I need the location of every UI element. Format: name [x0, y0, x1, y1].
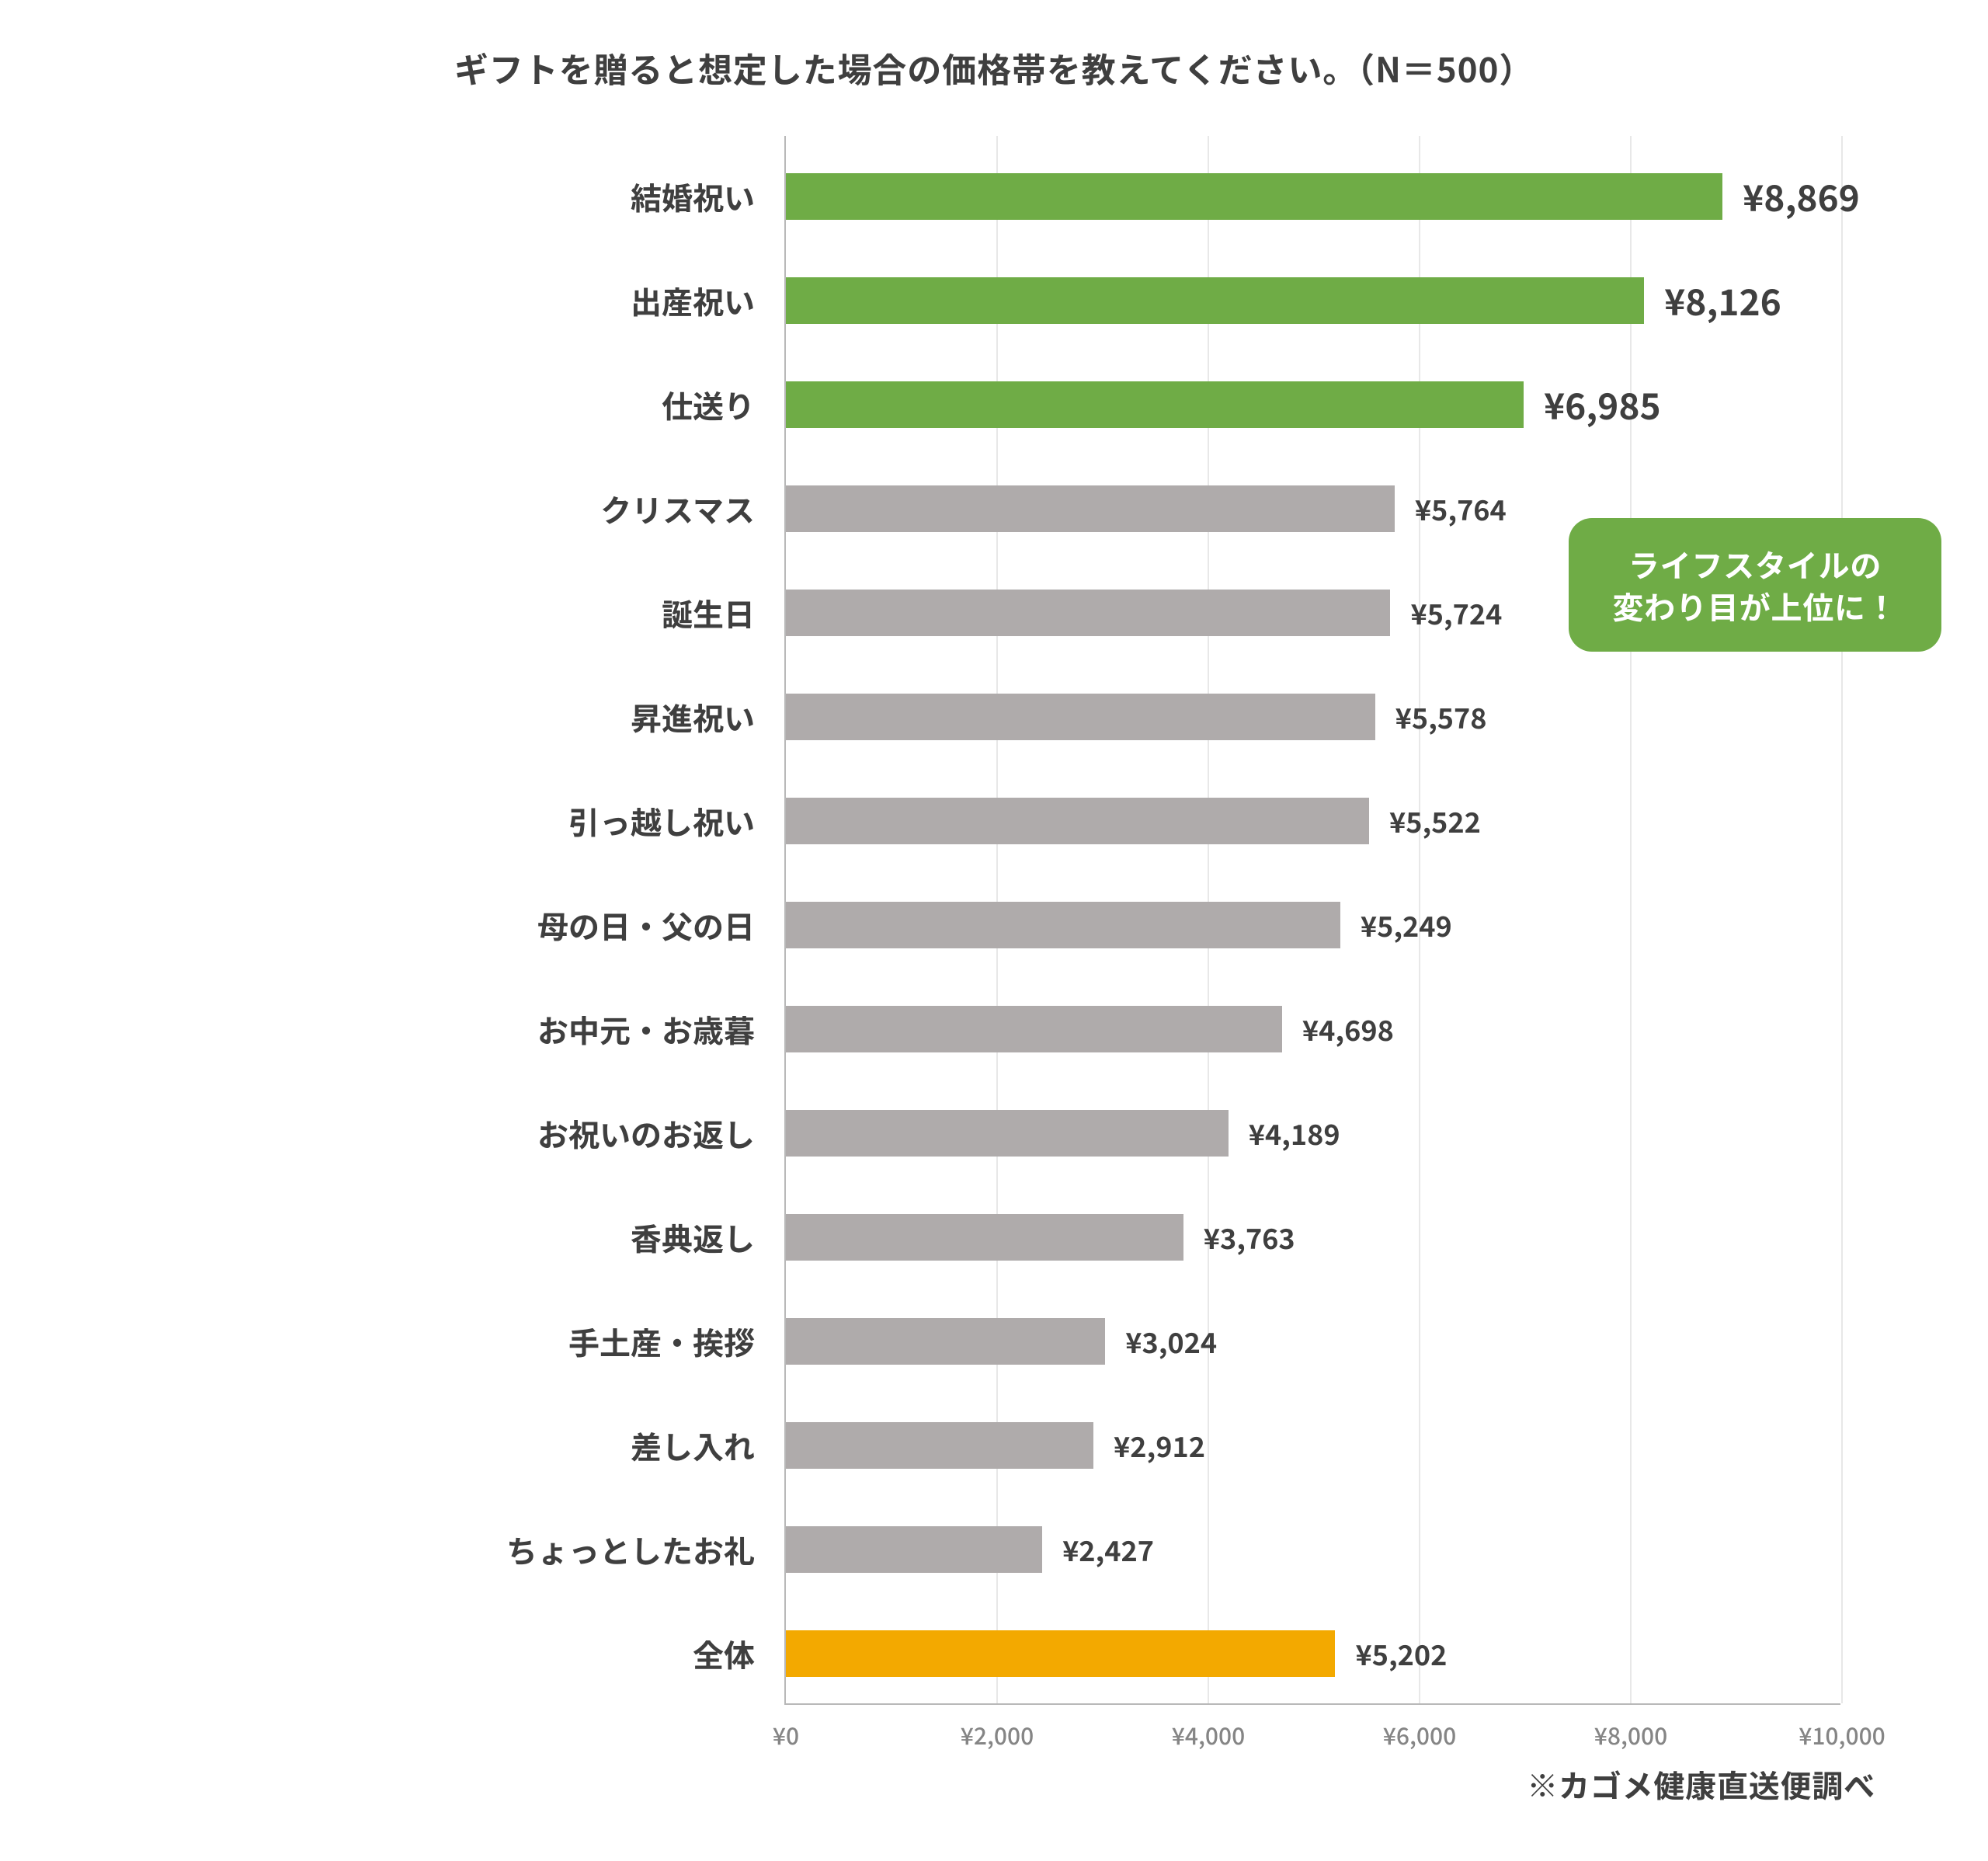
- x-axis-tick: ¥2,000: [961, 1703, 1034, 1751]
- bar-row: 出産祝い¥8,126: [786, 249, 1840, 353]
- category-label: 母の日・父の日: [537, 903, 786, 948]
- value-label: ¥4,698: [1302, 1009, 1394, 1049]
- value-label: ¥5,202: [1355, 1633, 1447, 1674]
- bar-row: 母の日・父の日¥5,249: [786, 873, 1840, 977]
- value-label: ¥5,724: [1410, 593, 1502, 633]
- value-label: ¥5,249: [1361, 905, 1452, 945]
- bar-row: 引っ越し祝い¥5,522: [786, 769, 1840, 873]
- value-label: ¥6,985: [1544, 379, 1661, 430]
- bar: [786, 173, 1722, 220]
- bar-row: お中元・お歳暮¥4,698: [786, 977, 1840, 1081]
- value-label: ¥5,522: [1389, 801, 1481, 841]
- bar-row: 手土産・挨拶¥3,024: [786, 1289, 1840, 1393]
- category-label: 全体: [693, 1631, 786, 1676]
- x-axis-tick: ¥10,000: [1799, 1703, 1885, 1751]
- x-axis-tick: ¥4,000: [1172, 1703, 1245, 1751]
- bar-row: 全体¥5,202: [786, 1602, 1840, 1706]
- bar: [786, 1214, 1183, 1261]
- bar: [786, 1318, 1105, 1365]
- chart-canvas: ギフトを贈ると想定した場合の価格帯を教えてください。（N＝500） ¥0¥2,0…: [0, 0, 1988, 1861]
- bar-row: お祝いのお返し¥4,189: [786, 1081, 1840, 1185]
- bar: [786, 798, 1369, 844]
- value-label: ¥5,578: [1395, 697, 1487, 737]
- category-label: 昇進祝い: [631, 694, 786, 739]
- bar: [786, 1630, 1335, 1677]
- category-label: ちょっとしたお礼: [506, 1527, 786, 1572]
- bar: [786, 1422, 1093, 1469]
- category-label: 手土産・挨拶: [568, 1319, 786, 1364]
- source-note: ※カゴメ健康直送便調べ: [1527, 1762, 1875, 1807]
- bar-row: 仕送り¥6,985: [786, 353, 1840, 457]
- value-label: ¥3,763: [1204, 1217, 1295, 1257]
- bar: [786, 1006, 1282, 1052]
- bar: [786, 381, 1524, 428]
- category-label: 香典返し: [631, 1215, 786, 1260]
- gridline: [1841, 136, 1843, 1703]
- category-label: 差し入れ: [631, 1423, 786, 1468]
- bar-row: ちょっとしたお礼¥2,427: [786, 1497, 1840, 1602]
- bar: [786, 485, 1395, 532]
- callout-box: ライフスタイルの 変わり目が上位に！: [1569, 518, 1941, 652]
- value-label: ¥5,764: [1415, 489, 1507, 529]
- plot-area: ¥0¥2,000¥4,000¥6,000¥8,000¥10,000結婚祝い¥8,…: [784, 136, 1840, 1705]
- category-label: 出産祝い: [631, 278, 786, 323]
- x-axis-tick: ¥6,000: [1383, 1703, 1456, 1751]
- bar: [786, 590, 1390, 636]
- category-label: 結婚祝い: [631, 174, 786, 219]
- value-label: ¥2,912: [1114, 1425, 1205, 1466]
- value-label: ¥3,024: [1125, 1321, 1217, 1362]
- category-label: 仕送り: [662, 382, 786, 427]
- value-label: ¥4,189: [1249, 1113, 1340, 1153]
- bar: [786, 694, 1375, 740]
- category-label: クリスマス: [600, 486, 786, 531]
- bar-row: 昇進祝い¥5,578: [786, 665, 1840, 769]
- bar-row: 差し入れ¥2,912: [786, 1393, 1840, 1497]
- bar-row: 香典返し¥3,763: [786, 1185, 1840, 1289]
- category-label: お祝いのお返し: [537, 1111, 786, 1156]
- bar: [786, 902, 1340, 948]
- bar-row: 結婚祝い¥8,869: [786, 144, 1840, 249]
- value-label: ¥8,869: [1743, 171, 1860, 222]
- value-label: ¥2,427: [1062, 1529, 1154, 1570]
- category-label: 誕生日: [662, 590, 786, 635]
- x-axis-tick: ¥8,000: [1594, 1703, 1667, 1751]
- bar: [786, 1526, 1042, 1573]
- bar: [786, 277, 1644, 324]
- chart-title: ギフトを贈ると想定した場合の価格帯を教えてください。（N＝500）: [0, 43, 1988, 92]
- category-label: お中元・お歳暮: [537, 1007, 786, 1052]
- x-axis-tick: ¥0: [773, 1703, 799, 1751]
- bar: [786, 1110, 1229, 1157]
- category-label: 引っ越し祝い: [568, 798, 786, 844]
- value-label: ¥8,126: [1664, 275, 1781, 326]
